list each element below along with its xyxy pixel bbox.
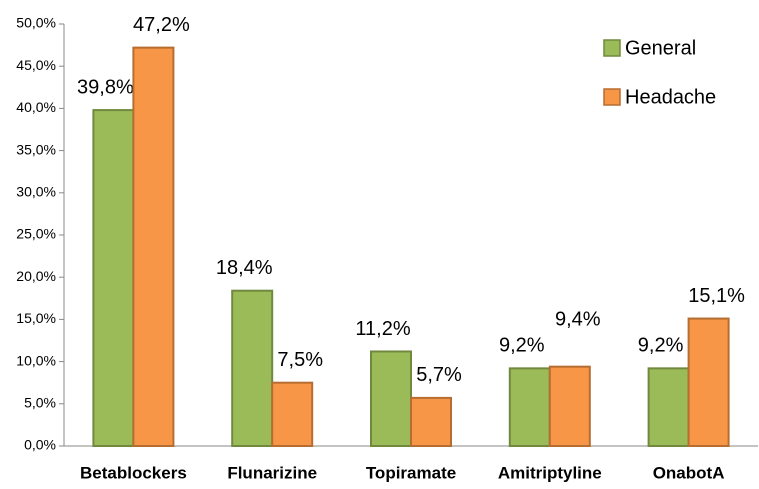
legend-label: General	[625, 37, 696, 59]
bar	[548, 365, 591, 447]
bar	[687, 317, 730, 447]
value-label: 9,4%	[555, 309, 601, 331]
value-label: 7,5%	[277, 349, 323, 371]
bar	[231, 289, 274, 448]
x-tick-label: Flunarizine	[227, 463, 317, 482]
value-label: 18,4%	[216, 257, 273, 279]
y-tick-label: 20,0%	[16, 268, 56, 284]
y-tick-label: 25,0%	[16, 226, 56, 242]
y-tick-label: 40,0%	[16, 99, 56, 115]
y-tick-label: 30,0%	[16, 184, 56, 200]
x-tick-label: OnabotA	[653, 463, 725, 482]
y-tick-label: 45,0%	[16, 57, 56, 73]
bar	[647, 367, 690, 447]
bar	[92, 109, 135, 447]
bar	[508, 367, 551, 447]
value-label: 9,2%	[499, 335, 545, 357]
x-tick-label: Topiramate	[366, 463, 456, 482]
y-tick-label: 0,0%	[24, 437, 56, 453]
value-label: 9,2%	[638, 335, 684, 357]
legend-swatch	[603, 39, 621, 57]
bar	[410, 396, 452, 447]
bar	[370, 350, 412, 447]
value-label: 11,2%	[355, 318, 410, 340]
value-label: 47,2%	[133, 14, 190, 36]
y-tick-label: 35,0%	[16, 141, 56, 157]
x-tick-label: Amitriptyline	[498, 463, 602, 482]
value-label: 39,8%	[77, 76, 134, 98]
value-label: 15,1%	[688, 285, 745, 307]
bar	[132, 46, 175, 448]
legend-swatch	[603, 88, 621, 106]
legend-label: Headache	[625, 86, 716, 108]
y-tick-label: 50,0%	[16, 15, 56, 31]
y-tick-label: 15,0%	[16, 310, 56, 326]
bar	[271, 381, 314, 448]
y-tick-label: 10,0%	[16, 352, 56, 368]
y-tick-label: 5,0%	[24, 395, 56, 411]
value-label: 5,7%	[416, 364, 462, 386]
x-tick-label: Betablockers	[80, 463, 187, 482]
